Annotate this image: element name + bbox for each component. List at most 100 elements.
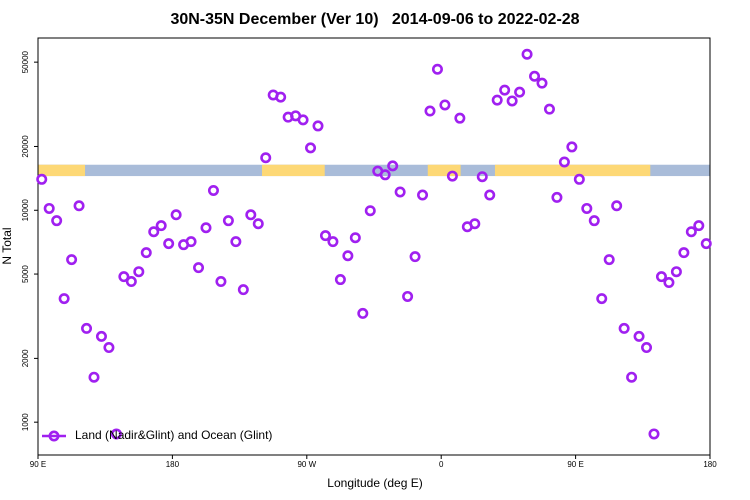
- data-point: [499, 84, 511, 96]
- data-point: [543, 103, 555, 115]
- data-point: [297, 114, 309, 126]
- data-point: [409, 251, 421, 263]
- data-point: [222, 215, 234, 227]
- data-point: [514, 86, 526, 98]
- data-point: [260, 152, 272, 164]
- data-point: [387, 160, 399, 172]
- y-tick-label: 50000: [21, 50, 30, 73]
- land-band: [427, 164, 461, 177]
- land-band: [262, 164, 325, 177]
- data-point: [558, 156, 570, 168]
- data-point: [431, 63, 443, 75]
- x-tick-label: 180: [166, 460, 180, 469]
- data-point: [103, 342, 115, 354]
- data-point: [611, 200, 623, 212]
- data-point: [648, 428, 660, 440]
- data-point: [469, 218, 481, 230]
- data-point: [252, 218, 264, 230]
- data-point: [148, 226, 160, 238]
- data-point: [424, 105, 436, 117]
- data-point: [215, 276, 227, 288]
- data-point: [95, 330, 107, 342]
- data-point: [319, 230, 331, 242]
- data-point: [155, 220, 167, 232]
- data-point: [245, 209, 257, 221]
- data-point: [110, 428, 122, 440]
- data-point: [327, 236, 339, 248]
- data-point: [394, 186, 406, 198]
- data-point: [417, 189, 429, 201]
- x-axis-label: Longitude (deg E): [327, 476, 422, 490]
- data-point: [66, 254, 78, 266]
- data-point: [43, 202, 55, 214]
- x-tick-label: 0: [439, 460, 444, 469]
- data-point: [551, 191, 563, 203]
- data-point: [626, 371, 638, 383]
- data-point: [193, 262, 205, 274]
- data-point: [185, 236, 197, 248]
- data-point: [655, 271, 667, 283]
- y-tick-label: 20000: [21, 135, 30, 158]
- data-point: [641, 342, 653, 354]
- data-point: [88, 371, 100, 383]
- data-point: [230, 236, 242, 248]
- y-axis-label: N Total: [0, 227, 14, 264]
- data-point: [200, 222, 212, 234]
- data-point: [334, 274, 346, 286]
- data-point: [581, 202, 593, 214]
- data-point: [342, 250, 354, 262]
- data-point: [58, 293, 70, 305]
- data-point: [566, 141, 578, 153]
- data-point: [237, 284, 249, 296]
- x-tick-label: 180: [703, 460, 717, 469]
- data-point: [529, 70, 541, 82]
- data-point: [446, 170, 458, 182]
- data-point: [275, 91, 287, 103]
- data-point: [670, 266, 682, 278]
- data-point: [36, 173, 48, 185]
- x-tick-label: 90 E: [30, 460, 46, 469]
- data-point: [312, 120, 324, 132]
- x-tick-label: 90 W: [297, 460, 316, 469]
- data-point: [663, 277, 675, 289]
- data-point: [349, 232, 361, 244]
- plot-frame: [37, 37, 711, 456]
- data-point: [693, 220, 705, 232]
- data-point: [140, 247, 152, 259]
- data-point: [506, 95, 518, 107]
- data-point: [51, 215, 63, 227]
- data-point: [163, 238, 175, 250]
- data-point: [603, 254, 615, 266]
- y-tick-label: 10000: [21, 199, 30, 222]
- data-point: [633, 330, 645, 342]
- chart-title: 30N-35N December (Ver 10) 2014-09-06 to …: [170, 11, 579, 28]
- data-point: [678, 247, 690, 259]
- land-band: [494, 164, 651, 177]
- data-point: [81, 322, 93, 334]
- legend-marker: [48, 430, 60, 442]
- data-point: [170, 209, 182, 221]
- data-point: [588, 215, 600, 227]
- data-point: [521, 48, 533, 60]
- y-tick-label: 2000: [21, 349, 30, 367]
- data-point: [491, 94, 503, 106]
- data-point: [133, 266, 145, 278]
- data-point: [596, 293, 608, 305]
- data-point: [484, 189, 496, 201]
- data-point: [207, 184, 219, 196]
- data-point: [700, 238, 712, 250]
- data-point: [357, 307, 369, 319]
- data-point: [305, 142, 317, 154]
- data-point: [118, 271, 130, 283]
- data-point: [402, 290, 414, 302]
- data-point: [536, 77, 548, 89]
- data-point: [379, 169, 391, 181]
- data-point: [439, 99, 451, 111]
- y-tick-label: 5000: [21, 265, 30, 283]
- data-point: [685, 226, 697, 238]
- data-point: [73, 200, 85, 212]
- x-tick-label: 90 E: [567, 460, 583, 469]
- data-point: [476, 171, 488, 183]
- data-point: [364, 205, 376, 217]
